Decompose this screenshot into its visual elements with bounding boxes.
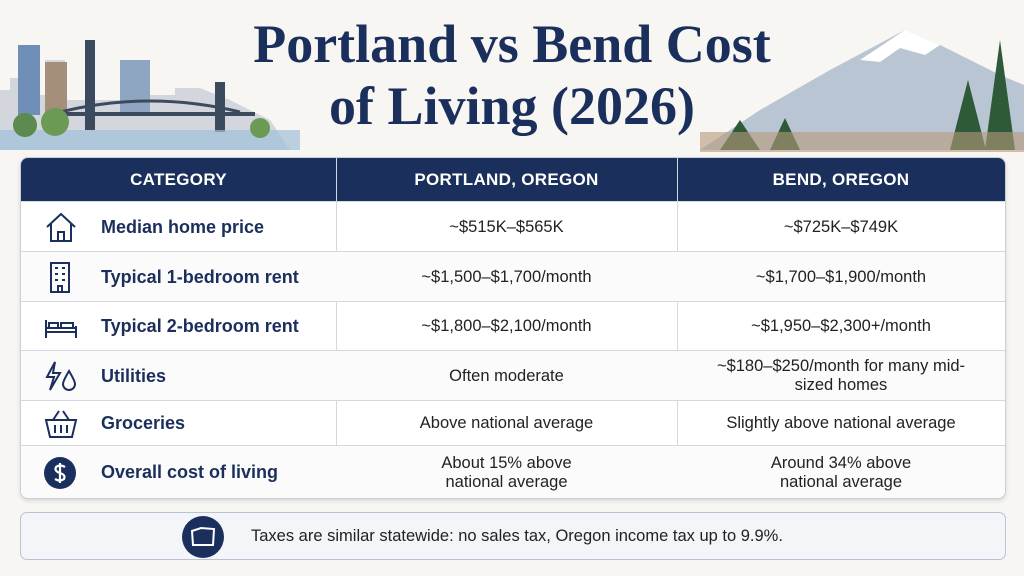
category: Groceries [101,413,186,433]
footer-note-box: Taxes are similar statewide: no sales ta… [20,512,1006,560]
building-icon [50,262,70,293]
header-cell: CATEGORY [130,170,227,189]
portland-value: ~$1,500–$1,700/month [421,267,592,286]
title-line: Portland vs Bend Cost [253,14,771,74]
table-row: Median home price ~$515K–$565K ~$725K–$7… [21,201,1005,252]
bend-value: ~$1,700–$1,900/month [755,267,927,286]
basket-icon [44,409,78,438]
header-illustration [0,30,1024,152]
table-row: Typical 1-bedroom rent ~$1,500–$1,700/mo… [21,251,1005,302]
table-row: Overall cost of living About 15% above n… [21,445,1005,498]
portland-value: About 15% above national average [336,446,677,498]
portland-value: Often moderate [449,366,564,385]
category: Overall cost of living [101,462,279,482]
utilities-icon [45,361,77,391]
cell-text: Around 34% above national average [770,453,912,491]
column-divider [336,158,337,498]
title-line: of Living (2026) [328,76,695,136]
table-row: Groceries Above national average Slightl… [21,400,1005,446]
bed-icon [45,319,77,338]
table-row: Typical 2-bedroom rent ~$1,800–$2,100/mo… [21,301,1005,351]
cell-text: ~$180–$250/month for many mid-sized home… [716,357,966,394]
dollar-icon [44,456,76,489]
category: Utilities [101,365,167,386]
table-row: Utilities Often moderate ~$180–$250/mont… [21,350,1005,401]
portland-value: Above national average [419,414,594,432]
portland-value: ~$1,800–$2,100/month [421,317,592,335]
bend-value: ~$1,950–$2,300+/month [751,317,931,335]
cell-text: About 15% above national average [441,453,572,491]
header-cell: PORTLAND, OREGON [414,170,599,189]
bend-value: ~$725K–$749K [783,217,899,236]
category: Typical 2-bedroom rent [101,316,299,336]
portland-value: ~$515K–$565K [449,217,564,236]
bend-value: Around 34% above national average [677,446,1005,498]
house-icon [46,212,76,242]
header-cell: BEND, OREGON [772,170,910,189]
header-row: CATEGORY PORTLAND, OREGON BEND, OREGON [21,158,1005,201]
category: Median home price [101,216,265,237]
bend-value: ~$180–$250/month for many mid-sized home… [677,351,1005,401]
column-divider [677,158,678,498]
bend-value: Slightly above national average [726,414,956,432]
comparison-table: CATEGORY PORTLAND, OREGON BEND, OREGON M… [20,157,1006,499]
oregon-icon [182,516,224,558]
footer-note: Taxes are similar statewide: no sales ta… [251,527,783,545]
category: Typical 1-bedroom rent [101,266,299,287]
